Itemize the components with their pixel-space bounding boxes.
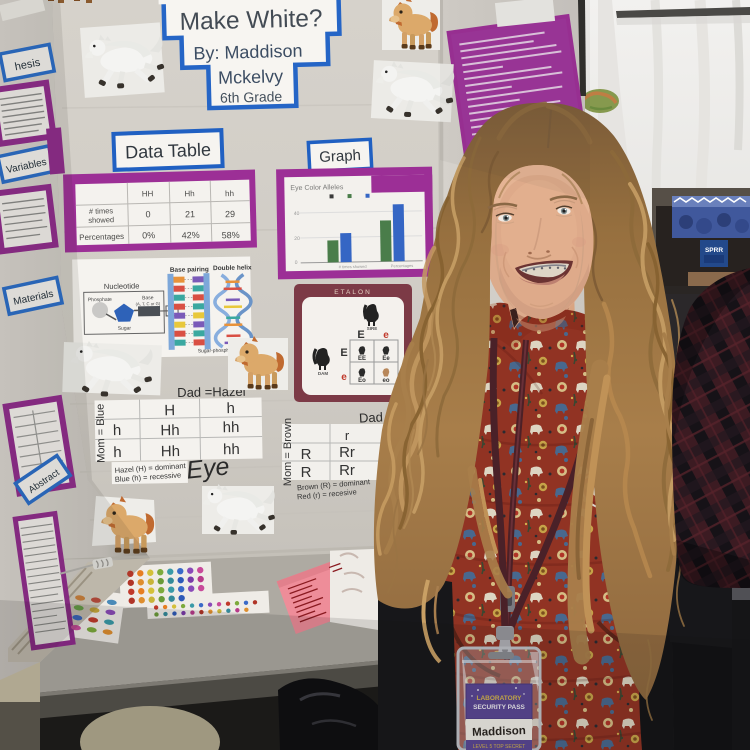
svg-text:Hh: Hh	[160, 422, 179, 439]
svg-text:Ee: Ee	[382, 356, 390, 362]
svg-text:58%: 58%	[222, 230, 240, 240]
svg-text:Eo: Eo	[358, 378, 366, 384]
svg-text:Maddison: Maddison	[472, 725, 526, 739]
svg-text:Hh: Hh	[184, 189, 194, 198]
svg-text:42%: 42%	[182, 230, 200, 240]
svg-text:SECURITY PASS: SECURITY PASS	[473, 704, 525, 711]
svg-text:Double helix: Double helix	[213, 264, 252, 272]
svg-text:Nucleotide: Nucleotide	[104, 281, 140, 291]
svg-text:6th Grade: 6th Grade	[220, 88, 283, 106]
svg-text:DAM: DAM	[318, 371, 328, 376]
svg-text:Percentages: Percentages	[79, 232, 124, 242]
svg-text:R: R	[301, 464, 312, 481]
svg-text:21: 21	[185, 209, 195, 219]
svg-text:Rr: Rr	[339, 444, 355, 461]
svg-text:eo: eo	[382, 378, 389, 384]
svg-text:EE: EE	[358, 356, 366, 362]
svg-text:e: e	[383, 330, 389, 341]
svg-text:Mom = Brown: Mom = Brown	[282, 418, 294, 486]
svg-text:Eye Color Alleles: Eye Color Alleles	[290, 184, 344, 192]
svg-text:0%: 0%	[142, 230, 155, 240]
svg-text:Base pairing: Base pairing	[170, 266, 209, 274]
svg-text:Graph: Graph	[319, 147, 362, 166]
svg-text:LABORATORY: LABORATORY	[476, 695, 522, 702]
svg-text:hh: hh	[223, 419, 240, 436]
svg-text:r: r	[345, 428, 350, 443]
svg-text:Percentages: Percentages	[391, 263, 414, 268]
svg-text:# times: # times	[89, 206, 114, 216]
svg-text:0: 0	[145, 209, 150, 219]
svg-text:29: 29	[225, 209, 235, 219]
svg-text:e: e	[341, 372, 347, 383]
svg-text:20: 20	[294, 236, 300, 242]
svg-text:h: h	[113, 444, 122, 461]
svg-text:SIRE: SIRE	[367, 326, 378, 331]
svg-text:40: 40	[294, 211, 300, 217]
svg-text:R: R	[301, 446, 312, 463]
svg-text:0: 0	[295, 260, 298, 266]
svg-text:# times showed: # times showed	[339, 264, 367, 269]
svg-text:h: h	[226, 400, 235, 417]
svg-text:H: H	[164, 402, 175, 419]
svg-text:Hh: Hh	[161, 443, 180, 460]
svg-text:E: E	[340, 347, 347, 359]
svg-text:hh: hh	[223, 441, 240, 458]
svg-text:Sugar: Sugar	[118, 326, 132, 332]
svg-text:Phosphate: Phosphate	[88, 297, 112, 303]
svg-text:Mom = Blue: Mom = Blue	[95, 404, 108, 463]
svg-text:hesis: hesis	[14, 57, 42, 74]
svg-text:Data Table: Data Table	[125, 140, 211, 163]
svg-text:Dad: Dad	[359, 409, 384, 425]
svg-text:ETALON: ETALON	[334, 289, 372, 296]
svg-text:showed: showed	[88, 215, 114, 225]
svg-text:Make White?: Make White?	[179, 5, 323, 36]
svg-text:E: E	[357, 329, 364, 341]
svg-text:Mckelvy: Mckelvy	[218, 66, 284, 88]
svg-text:hh: hh	[225, 189, 234, 198]
svg-text:Eye: Eye	[185, 452, 231, 484]
svg-text:HH: HH	[142, 189, 154, 198]
svg-text:LEVEL 5 TOP SECRET: LEVEL 5 TOP SECRET	[473, 744, 526, 750]
svg-text:Rr: Rr	[339, 462, 355, 479]
svg-text:SPRR: SPRR	[705, 247, 723, 254]
svg-text:Base: Base	[142, 295, 154, 301]
svg-text:By: Maddison: By: Maddison	[193, 41, 303, 64]
svg-text:h: h	[113, 422, 122, 439]
svg-text:(A, T, C or G): (A, T, C or G)	[136, 301, 161, 306]
